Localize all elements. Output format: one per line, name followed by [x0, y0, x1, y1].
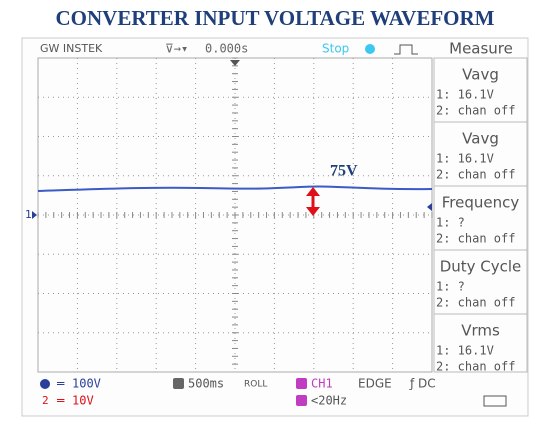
measure-box	[433, 313, 528, 373]
timebase-badge	[173, 378, 184, 389]
measure-label: Vrms	[461, 322, 500, 340]
trigger-level	[427, 203, 432, 211]
trigger-badge	[296, 378, 307, 389]
trigger-type: EDGE	[358, 377, 392, 391]
measure-panel: Vavg 1: 16.1V 2: chan off Vavg 1: 16.1V 2: ch…	[433, 57, 528, 374]
ch2-coupling: ═	[56, 394, 65, 408]
brand: GW INSTEK	[40, 42, 103, 55]
status-dot	[365, 44, 375, 54]
waveform	[37, 185, 433, 192]
timebase: 500ms	[188, 377, 224, 391]
red-arrow	[306, 187, 320, 216]
ch1-scale: 100V	[72, 377, 101, 391]
menu-title: Measure	[449, 40, 513, 58]
coupling-symbol: ƒ	[409, 377, 415, 391]
timebase-position: 0.000s	[205, 42, 248, 56]
scope-screen	[21, 37, 529, 417]
trigger-source: CH1	[311, 377, 333, 391]
title: CONVERTER INPUT VOLTAGE WAVEFORM	[56, 6, 495, 30]
graticule	[37, 57, 433, 373]
channel-marker: 1	[25, 208, 32, 221]
measure-ch2: 2: chan off	[436, 232, 515, 246]
measure-ch2: 2: chan off	[436, 104, 515, 118]
measure-ch2: 2: chan off	[436, 296, 515, 310]
coupling: DC	[418, 377, 436, 391]
measure-ch1: 1: 16.1V	[436, 344, 494, 358]
measure-label: Frequency	[442, 194, 520, 212]
mode: ROLL	[244, 380, 267, 390]
annotation: 75V	[330, 163, 358, 180]
measure-ch1: 1: 16.1V	[436, 88, 494, 102]
ch2-label: 2	[42, 394, 49, 407]
trigger-position	[230, 60, 240, 66]
measure-ch2: 2: chan off	[436, 360, 515, 374]
measure-ch1: 1: ?	[436, 280, 465, 294]
measure-label: Duty Cycle	[440, 258, 522, 276]
measure-ch1: 1: ?	[436, 216, 465, 230]
measure-ch2: 2: chan off	[436, 168, 515, 182]
usb-icon	[483, 395, 507, 407]
trigger-edge-icon	[394, 44, 418, 55]
filter: <20Hz	[311, 394, 347, 408]
ch1-badge	[40, 379, 50, 389]
measure-label: Vavg	[462, 130, 499, 148]
trigger-icon: ⊽→▾	[165, 42, 188, 56]
ch1-coupling: ═	[56, 377, 65, 391]
status: Stop	[322, 42, 349, 56]
filter-badge	[296, 395, 307, 406]
ch2-scale: 10V	[72, 394, 94, 408]
channel-marker-arrow	[32, 211, 37, 219]
measure-label: Vavg	[462, 66, 499, 84]
measure-ch1: 1: 16.1V	[436, 152, 494, 166]
